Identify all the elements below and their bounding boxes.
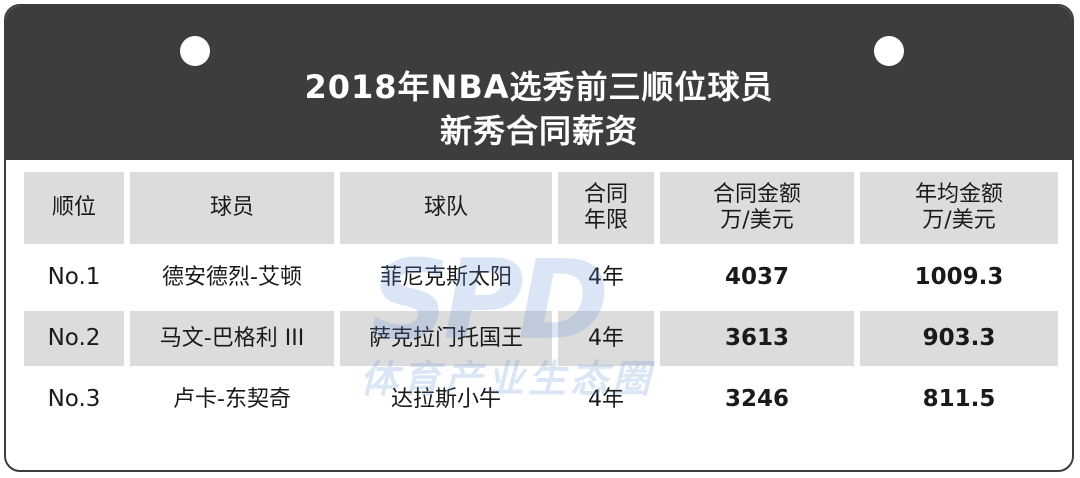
punch-hole-left <box>180 36 210 66</box>
cell-years: 4年 <box>588 264 624 290</box>
cell-rank: No.2 <box>24 311 124 366</box>
cell-contract-amount: 4037 <box>724 263 789 290</box>
table-row: No.2 马文-巴格利 III 萨克拉门托国王 4年 3613 903.3 <box>24 311 1058 366</box>
cell-years: 4年 <box>558 311 654 366</box>
col-header-team: 球队 <box>340 172 552 244</box>
table-row: No.3 卢卡-东契奇 达拉斯小牛 4年 3246 811.5 <box>24 372 1058 427</box>
cell-rank: No.3 <box>47 385 101 412</box>
cell-team: 萨克拉门托国王 <box>340 311 552 366</box>
col-header-rank: 顺位 <box>24 172 124 244</box>
table-header-row: 顺位 球员 球队 合同 年限 合同金额 万/美元 年均金额 万/美元 <box>24 172 1058 244</box>
title-line-2: 新秀合同薪资 <box>439 112 638 150</box>
col-header-contract-years: 合同 年限 <box>558 172 654 244</box>
table-row: No.1 德安德烈-艾顿 菲尼克斯太阳 4年 4037 1009.3 <box>24 250 1058 305</box>
cell-player: 马文-巴格利 III <box>130 311 334 366</box>
cell-contract-amount: 3246 <box>724 385 789 412</box>
cell-contract-amount: 3613 <box>660 311 854 366</box>
punch-hole-right <box>874 36 904 66</box>
salary-table: 顺位 球员 球队 合同 年限 合同金额 万/美元 年均金额 万/美元 No.1 德安德… <box>18 166 1064 433</box>
col-header-annual-amount: 年均金额 万/美元 <box>860 172 1058 244</box>
cell-annual-amount: 811.5 <box>922 385 996 412</box>
col-header-player: 球员 <box>130 172 334 244</box>
cell-team: 达拉斯小牛 <box>390 386 501 412</box>
cell-player: 卢卡-东契奇 <box>173 386 291 412</box>
cell-annual-amount: 903.3 <box>860 311 1058 366</box>
cell-annual-amount: 1009.3 <box>914 263 1004 290</box>
cell-rank: No.1 <box>47 263 101 290</box>
title-line-1: 2018年NBA选秀前三顺位球员 <box>304 68 774 106</box>
card-header: 2018年NBA选秀前三顺位球员 新秀合同薪资 <box>6 6 1072 160</box>
cell-player: 德安德烈-艾顿 <box>162 264 302 290</box>
col-header-contract-amount: 合同金额 万/美元 <box>660 172 854 244</box>
cell-team: 菲尼克斯太阳 <box>379 264 512 290</box>
cell-years: 4年 <box>588 386 624 412</box>
